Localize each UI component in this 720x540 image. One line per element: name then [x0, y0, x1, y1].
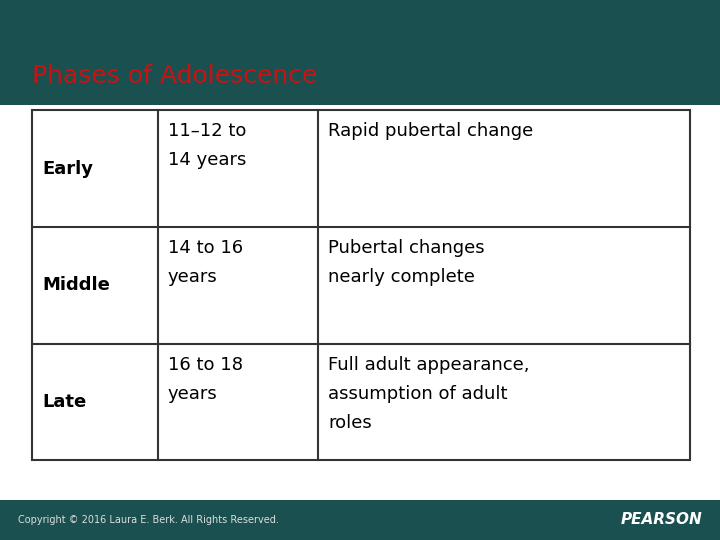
Text: Copyright © 2016 Laura E. Berk. All Rights Reserved.: Copyright © 2016 Laura E. Berk. All Righ… [18, 515, 279, 525]
Text: PEARSON: PEARSON [620, 512, 702, 528]
Text: Full adult appearance,
assumption of adult
roles: Full adult appearance, assumption of adu… [328, 356, 529, 433]
Text: 16 to 18
years: 16 to 18 years [168, 356, 243, 403]
Bar [0, 0, 720, 105]
Text: Rapid pubertal change: Rapid pubertal change [328, 122, 534, 140]
Text: 11–12 to
14 years: 11–12 to 14 years [168, 122, 246, 169]
Text: 14 to 16
years: 14 to 16 years [168, 239, 243, 286]
Text: Early: Early [42, 159, 93, 178]
Text: Phases of Adolescence: Phases of Adolescence [32, 64, 318, 87]
Text: Middle: Middle [42, 276, 110, 294]
Text: Late: Late [42, 393, 86, 411]
Text: Pubertal changes
nearly complete: Pubertal changes nearly complete [328, 239, 485, 286]
Bar [0, 500, 720, 540]
Bar [32, 110, 690, 460]
